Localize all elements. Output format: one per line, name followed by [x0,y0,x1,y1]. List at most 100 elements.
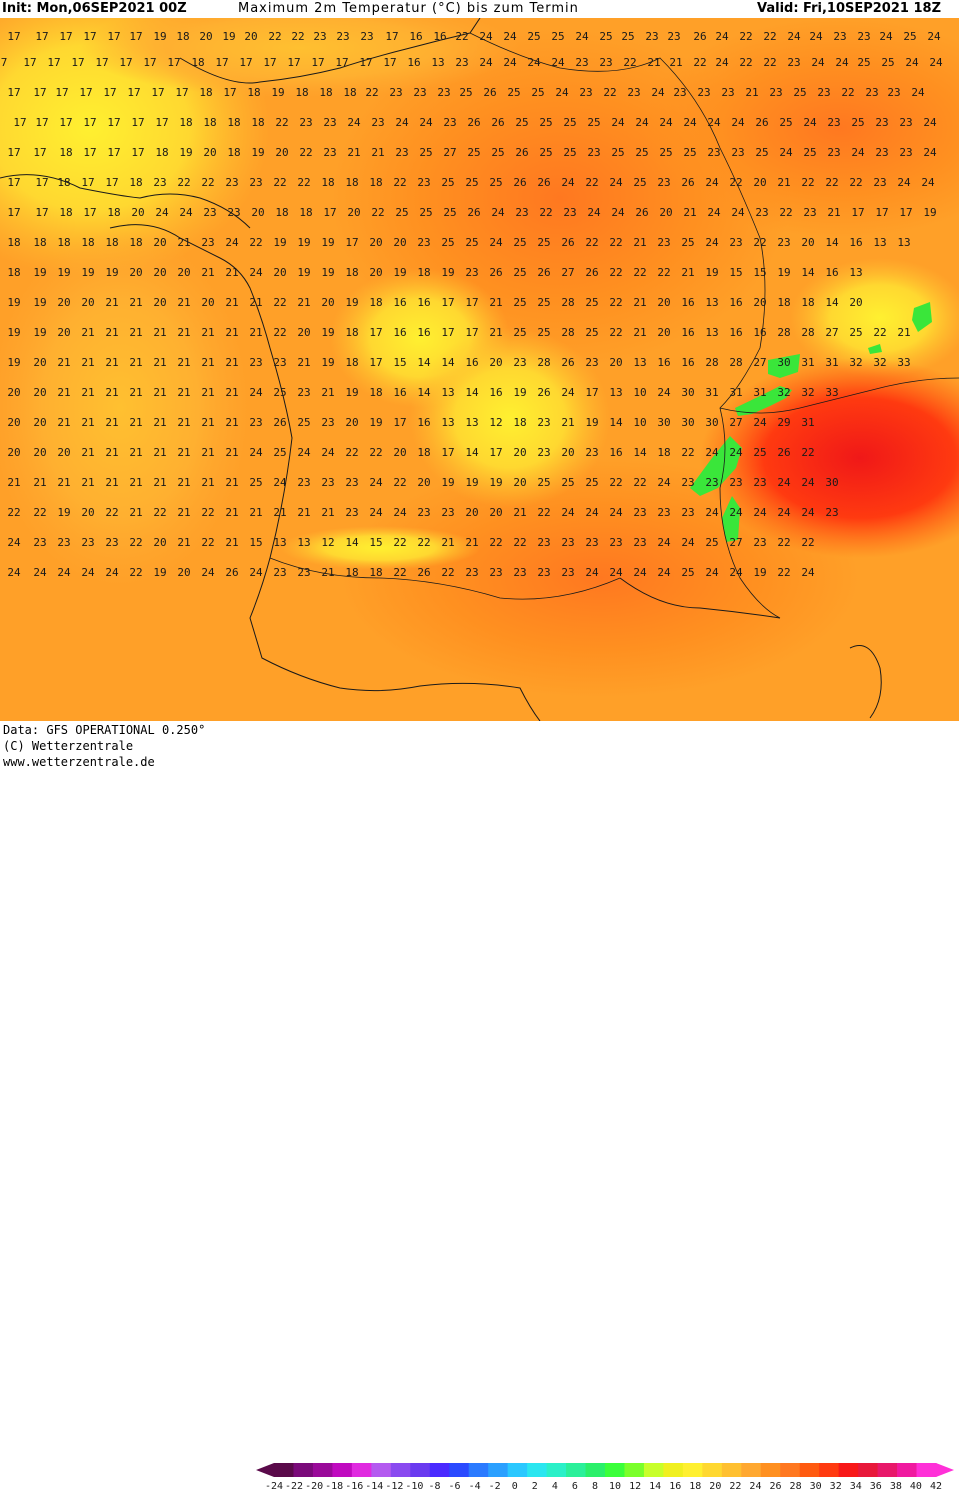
temperature-value: 24 [929,56,943,69]
temperature-value: 21 [441,536,454,549]
temperature-value: 23 [721,86,734,99]
temperature-value: 16 [417,296,430,309]
temperature-value: 14 [345,536,359,549]
temperature-value: 23 [873,176,886,189]
temperature-value: 19 [273,236,286,249]
temperature-value: 21 [201,266,214,279]
legend-tick-label: -2 [489,1481,501,1491]
temperature-value: 18 [275,206,288,219]
temperature-value: 18 [247,86,260,99]
temperature-value: 25 [587,116,600,129]
temperature-value: 22 [268,30,281,43]
temperature-value: 24 [503,56,517,69]
legend-tick-label: 20 [709,1481,721,1491]
temperature-value: 18 [417,446,430,459]
temperature-value: 24 [369,506,383,519]
temperature-value: 25 [803,146,816,159]
temperature-value: 23 [731,146,744,159]
temperature-value: 25 [753,446,766,459]
temperature-value: 20 [513,476,526,489]
temperature-value: 22 [129,536,142,549]
temperature-value: 32 [873,356,886,369]
temperature-value: 19 [297,236,310,249]
temperature-value: 23 [57,536,70,549]
temperature-value: 25 [563,146,576,159]
temperature-value: 24 [657,386,671,399]
temperature-value: 20 [201,296,214,309]
temperature-value: 18 [203,116,216,129]
legend-swatch [721,1463,742,1477]
temperature-value: 23 [203,206,216,219]
temperature-value: 22 [739,30,752,43]
temperature-value: 19 [753,566,766,579]
temperature-value: 22 [291,30,304,43]
temperature-value: 17 [441,326,454,339]
legend-tick-label: 28 [790,1481,802,1491]
temperature-value: 26 [513,176,526,189]
temperature-value: 24 [585,506,599,519]
temperature-value: 21 [153,476,166,489]
temperature-value: 16 [849,236,862,249]
temperature-value: 25 [273,446,286,459]
temperature-value: 23 [297,566,310,579]
temperature-value: 18 [129,236,142,249]
temperature-value: 16 [729,326,742,339]
temperature-value: 23 [371,116,384,129]
temperature-value: 23 [755,206,768,219]
temperature-value: 17 [129,30,142,43]
temperature-value: 23 [817,86,830,99]
temperature-value: 24 [347,116,361,129]
temperature-value: 21 [561,416,574,429]
temperature-value: 24 [551,56,565,69]
temperature-value: 24 [611,116,625,129]
temperature-value: 16 [409,30,422,43]
temperature-value: 14 [801,266,815,279]
temperature-value: 22 [623,56,636,69]
temperature-value: 24 [753,416,767,429]
temperature-value: 24 [659,116,673,129]
legend-swatch [449,1463,470,1477]
temperature-value: 22 [273,326,286,339]
temperature-value: 21 [129,506,142,519]
temperature-value: 16 [407,56,420,69]
temperature-value: 19 [7,326,20,339]
temperature-value: 24 [681,536,695,549]
temperature-value: 19 [297,266,310,279]
temperature-value: 23 [827,146,840,159]
temperature-value: 12 [489,416,502,429]
temperature-value: 25 [441,236,454,249]
temperature-value: 23 [249,356,262,369]
temperature-value: 20 [199,30,212,43]
temperature-value: 13 [441,386,454,399]
temperature-value: 32 [849,356,862,369]
chart-header: Init: Mon,06SEP2021 00Z Maximum 2m Tempe… [0,0,959,18]
temperature-value: 24 [801,506,815,519]
temperature-value: 24 [479,56,493,69]
temperature-value: 24 [249,566,263,579]
temperature-value: 20 [57,446,70,459]
temperature-value: 24 [105,566,119,579]
legend-tick-label: -10 [405,1481,423,1491]
temperature-value: 22 [801,446,814,459]
cold-cell-alps-3 [690,436,742,496]
temperature-value: 21 [105,296,118,309]
temperature-value: 20 [131,206,144,219]
temperature-value: 20 [659,206,672,219]
temperature-value: 17 [155,116,168,129]
temperature-value: 25 [273,386,286,399]
temperature-value: 27 [443,146,456,159]
temperature-value: 23 [899,146,912,159]
temperature-value: 23 [561,566,574,579]
temperature-value: 28 [729,356,742,369]
temperature-value: 22 [153,506,166,519]
cold-cell-alps-2 [768,354,800,378]
temperature-value: 16 [609,446,622,459]
temperature-value: 23 [657,506,670,519]
temperature-value: 21 [633,236,646,249]
temperature-value: 21 [7,476,20,489]
temperature-value: 21 [177,386,190,399]
temperature-value: 21 [297,296,310,309]
temperature-value: 24 [715,56,729,69]
temperature-value: 24 [611,206,625,219]
legend-tick-label: -16 [345,1481,363,1491]
